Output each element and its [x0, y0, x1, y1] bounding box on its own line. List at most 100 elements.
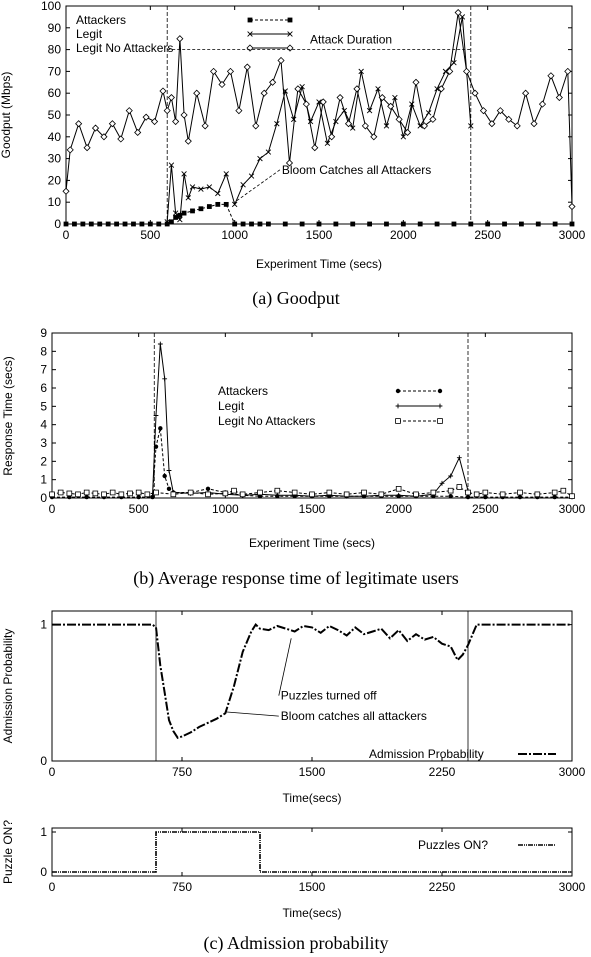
y-tick-label: 8	[40, 344, 47, 358]
y-tick-label: 0	[40, 491, 47, 505]
data-point	[57, 489, 64, 496]
y-tick-label: 0	[54, 217, 61, 231]
y-axis-label: Puzzle ON?	[1, 820, 15, 884]
data-point	[147, 221, 153, 227]
caption-response-time: (b) Average response time of legitimate …	[133, 568, 459, 589]
data-point	[243, 63, 251, 71]
data-point	[189, 184, 196, 190]
x-tick-label: 2500	[474, 228, 501, 242]
data-point	[378, 93, 386, 102]
y-tick-label: 20	[48, 173, 62, 187]
data-point	[235, 107, 243, 115]
y-tick-label: 4	[40, 418, 47, 432]
data-point	[400, 221, 406, 227]
data-point	[465, 489, 471, 496]
series-line	[52, 428, 572, 498]
y-axis-label: Admission Probability	[1, 629, 15, 744]
data-point	[396, 492, 402, 498]
data-point	[285, 159, 294, 167]
data-point	[240, 182, 246, 188]
data-point	[479, 107, 488, 115]
data-point	[403, 128, 412, 137]
data-point	[150, 117, 159, 126]
data-point	[333, 221, 339, 227]
data-point	[101, 491, 107, 498]
data-point	[420, 122, 428, 130]
data-point	[218, 80, 226, 89]
legend-marker	[246, 44, 254, 52]
data-point	[91, 124, 100, 132]
data-point	[350, 221, 356, 227]
data-point	[417, 221, 423, 227]
annotation-arrow	[234, 169, 281, 203]
data-point	[187, 489, 194, 496]
data-point	[122, 221, 128, 227]
data-point	[198, 206, 204, 212]
y-tick-label: 30	[48, 152, 62, 166]
data-point	[215, 201, 221, 207]
data-point	[282, 221, 288, 227]
x-tick-label: 0	[49, 880, 56, 894]
data-point	[569, 221, 575, 227]
data-point	[560, 487, 567, 494]
x-tick-label: 500	[129, 502, 149, 516]
data-point	[383, 123, 390, 129]
data-point	[172, 210, 179, 216]
y-tick-label: 80	[48, 43, 62, 57]
data-point	[257, 489, 263, 496]
data-point	[257, 155, 263, 162]
data-point	[326, 489, 333, 496]
x-tick-label: 2500	[472, 502, 499, 516]
data-point	[324, 140, 331, 147]
x-tick-label: 0	[63, 228, 70, 242]
data-point	[248, 173, 255, 179]
data-point	[519, 221, 524, 227]
data-point	[164, 221, 170, 227]
data-point	[118, 491, 125, 498]
data-point	[92, 490, 99, 497]
data-point	[412, 78, 420, 86]
x-axis-label: Time(secs)	[283, 791, 342, 805]
data-point	[226, 67, 235, 75]
data-point	[198, 186, 204, 192]
data-point	[269, 78, 277, 86]
data-point	[344, 120, 353, 128]
data-point	[162, 376, 168, 382]
y-tick-label: 100	[41, 0, 61, 13]
data-point	[564, 67, 572, 75]
data-point	[302, 100, 310, 108]
data-point	[568, 202, 576, 211]
legend-marker	[395, 388, 401, 394]
data-point	[530, 120, 538, 128]
data-point	[169, 219, 174, 225]
data-point	[468, 123, 474, 129]
legend-marker	[437, 403, 443, 409]
x-tick-label: 2250	[429, 765, 456, 779]
admission-plot-frame	[51, 610, 573, 762]
annotation-bg	[301, 32, 402, 48]
x-axis-label: Experiment Time (secs)	[256, 257, 382, 271]
series-line	[51, 486, 573, 497]
data-point	[538, 100, 547, 108]
data-point	[163, 107, 171, 115]
data-point	[84, 494, 89, 500]
data-point	[456, 484, 463, 490]
data-point	[485, 221, 491, 227]
legend-marker	[395, 403, 401, 409]
data-point	[108, 120, 116, 128]
x-tick-label: 1500	[299, 502, 326, 516]
data-point	[535, 221, 541, 227]
x-tick-label: 0	[49, 765, 56, 779]
data-point	[240, 221, 246, 227]
annotation-arrow	[225, 711, 279, 717]
data-point	[166, 468, 172, 473]
data-point	[266, 221, 271, 227]
data-point	[206, 184, 213, 190]
data-point	[502, 221, 507, 227]
data-point	[434, 86, 440, 92]
data-point	[127, 490, 133, 497]
data-point	[336, 93, 344, 102]
data-point	[252, 122, 260, 130]
caption-admission: (c) Admission probability	[204, 933, 389, 954]
